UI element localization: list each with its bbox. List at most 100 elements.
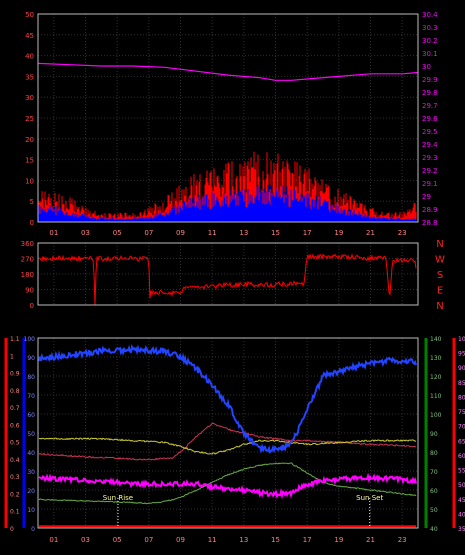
env-x-tick-label: 03: [81, 536, 90, 544]
dew-y-tick-label: 55: [458, 468, 465, 475]
wind-y-tick-label: 15: [25, 157, 34, 165]
env-x-tick-label: 07: [144, 536, 153, 544]
temp-y-tick-label: 90: [430, 431, 438, 438]
dew-point-line: [38, 472, 417, 500]
wind-x-tick-label: 13: [239, 229, 248, 237]
rain-y-tick-label: 0.6: [10, 422, 20, 429]
humidity-y-tick-label: 50: [27, 431, 35, 438]
humidity-y-tick-label: 0: [31, 526, 35, 533]
dew-point-title: Dew Point (°F): [393, 322, 465, 333]
dew-y-tick-label: 70: [458, 424, 465, 431]
center-title: 24 hour graph (to June 17 2013: [175, 1, 333, 12]
env-x-tick-label: 17: [303, 536, 312, 544]
indoor-temp-line: [38, 422, 417, 461]
baro-y-tick-label: 29.2: [422, 167, 438, 175]
humidity-title: Humidity (%): [68, 322, 134, 333]
temp-y-tick-label: 50: [430, 507, 438, 514]
temp-y-tick-label: 130: [430, 355, 442, 362]
wind-x-tick-label: 17: [303, 229, 312, 237]
wind-x-tick-label: 07: [144, 229, 153, 237]
dew-y-tick-label: 75: [458, 409, 465, 416]
dir-y-tick-label: 90: [25, 287, 34, 295]
rain-y-tick-label: 0.4: [10, 457, 20, 464]
humidity-y-tick-label: 40: [27, 450, 35, 457]
compass-label: N: [436, 239, 443, 250]
wind-y-tick-label: 25: [25, 115, 34, 123]
baro-y-tick-label: 29.8: [422, 89, 438, 97]
dir-y-tick-label: 270: [21, 256, 34, 264]
rain-y-tick-label: 1.1: [10, 336, 20, 343]
compass-label: N: [436, 301, 443, 312]
baro-y-tick-label: 30: [422, 63, 431, 71]
baro-y-tick-label: 30.3: [422, 24, 438, 32]
temp-y-tick-label: 40: [430, 526, 438, 533]
temperature-title: Temperature (°F): [313, 322, 399, 333]
sun-set-label: Sun Set: [356, 494, 383, 502]
rain-y-tick-label: 0.1: [10, 509, 20, 516]
dew-y-tick-label: 50: [458, 482, 465, 489]
baro-y-tick-label: 29.5: [422, 128, 438, 136]
temp-y-tick-label: 140: [430, 336, 442, 343]
rain-y-tick-label: 0.5: [10, 440, 20, 447]
dir-y-tick-label: 360: [21, 240, 34, 248]
direction-line: [39, 252, 417, 305]
wind-x-tick-label: 03: [81, 229, 90, 237]
humidity-y-tick-label: 20: [27, 488, 35, 495]
env-x-tick-label: 15: [271, 536, 280, 544]
env-x-tick-label: 13: [239, 536, 248, 544]
humidity-line: [38, 343, 417, 454]
wind-x-tick-label: 11: [208, 229, 217, 237]
humidity-y-tick-label: 100: [24, 336, 36, 343]
temp-y-tick-label: 120: [430, 374, 442, 381]
env-frame: [37, 337, 419, 529]
baro-y-tick-label: 29.7: [422, 102, 438, 110]
wind-y-tick-label: 50: [25, 11, 34, 19]
compass-label: W: [435, 255, 445, 266]
dew-y-tick-label: 90: [458, 365, 465, 372]
env-x-tick-label: 09: [176, 536, 185, 544]
wind-y-tick-label: 45: [25, 32, 34, 40]
compass-label: S: [437, 270, 443, 281]
rain-y-tick-label: 0: [10, 526, 14, 533]
temp-y-tick-label: 60: [430, 488, 438, 495]
wind-x-tick-label: 15: [271, 229, 280, 237]
rain-y-tick-label: 0.7: [10, 405, 20, 412]
baro-y-tick-label: 29.3: [422, 154, 438, 162]
dew-y-tick-label: 85: [458, 380, 465, 387]
wind-x-tick-label: 21: [366, 229, 375, 237]
dew-y-tick-label: 45: [458, 497, 465, 504]
wind-y-tick-label: 35: [25, 73, 34, 81]
baro-y-tick-label: 29.4: [422, 141, 438, 149]
temp-y-tick-label: 100: [430, 412, 442, 419]
baro-y-tick-label: 29: [422, 193, 431, 201]
wind-x-tick-label: 01: [49, 229, 58, 237]
rain-y-tick-label: 0.2: [10, 491, 20, 498]
indoor-temp-title: Indoor temp: [174, 322, 235, 333]
wind-y-tick-label: 20: [25, 136, 34, 144]
baro-y-tick-label: 30.4: [422, 11, 438, 19]
wind-x-tick-label: 05: [113, 229, 122, 237]
dir-y-tick-label: 0: [30, 302, 34, 310]
humidity-y-tick-label: 10: [27, 507, 35, 514]
dew-y-tick-label: 80: [458, 394, 465, 401]
barometer-line: [37, 62, 419, 81]
env-x-tick-label: 21: [366, 536, 375, 544]
baro-y-tick-label: 29.9: [422, 76, 438, 84]
wind-y-tick-label: 30: [25, 94, 34, 102]
rain-y-tick-label: 0.9: [10, 371, 20, 378]
baro-y-tick-label: 30.2: [422, 37, 438, 45]
temp-y-tick-label: 110: [430, 393, 442, 400]
dew-y-tick-label: 95: [458, 351, 465, 358]
wind-title: Windspeed (mph): [38, 1, 127, 12]
wind-x-tick-label: 09: [176, 229, 185, 237]
env-x-tick-label: 01: [49, 536, 58, 544]
dew-y-tick-label: 60: [458, 453, 465, 460]
dew-y-tick-label: 35: [458, 526, 465, 533]
humidity-y-tick-label: 80: [27, 374, 35, 381]
temperature-line: [38, 462, 417, 505]
temp-y-tick-label: 70: [430, 469, 438, 476]
baro-y-tick-label: 30.1: [422, 50, 438, 58]
baro-y-tick-label: 29.6: [422, 115, 438, 123]
rain-y-tick-label: 0.8: [10, 388, 20, 395]
dir-frame: [37, 242, 419, 306]
